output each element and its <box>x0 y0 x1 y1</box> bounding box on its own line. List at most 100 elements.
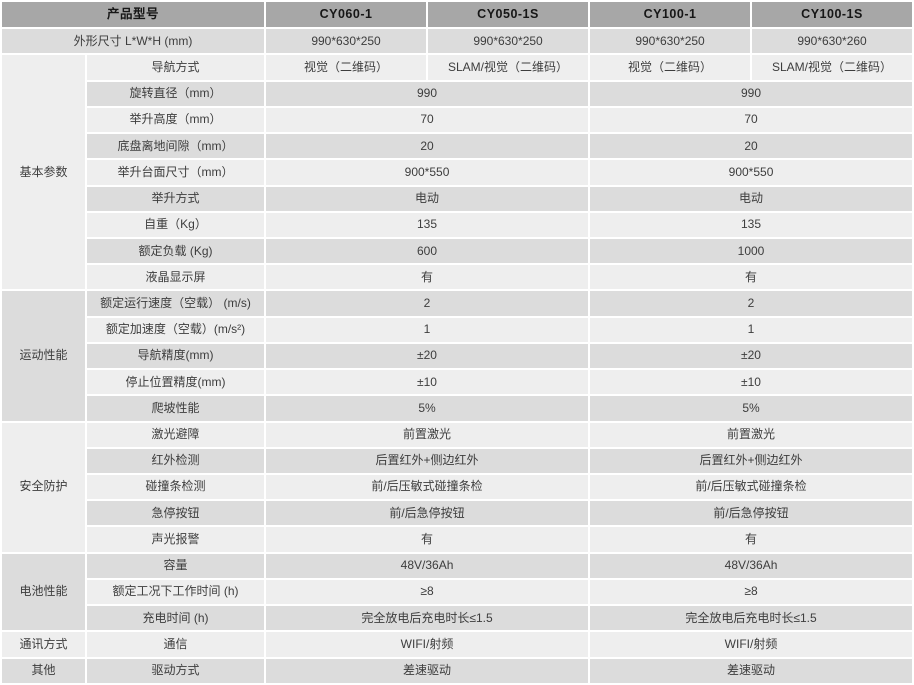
value-cell: 990*630*260 <box>752 29 913 54</box>
param-label-cell: 激光避障 <box>87 422 265 447</box>
value-cell: 电动 <box>590 186 913 211</box>
value-cell: 135 <box>590 212 913 237</box>
value-cell: 20 <box>590 134 913 159</box>
table-row: 旋转直径（mm） 990 990 <box>2 81 913 106</box>
table-row: 急停按钮 前/后急停按钮 前/后急停按钮 <box>2 501 913 526</box>
param-label-cell: 碰撞条检测 <box>87 474 265 500</box>
param-label-cell: 底盘离地间隙（mm） <box>87 134 265 159</box>
value-cell: ±10 <box>266 370 589 395</box>
value-cell: 电动 <box>266 186 589 211</box>
value-cell: 990 <box>590 81 913 106</box>
value-cell: SLAM/视觉（二维码） <box>752 55 913 80</box>
value-cell: 完全放电后充电时长≤1.5 <box>266 606 589 631</box>
table-row: 基本参数 导航方式 视觉（二维码） SLAM/视觉（二维码） 视觉（二维码） S… <box>2 55 913 290</box>
param-label-cell: 旋转直径（mm） <box>87 81 265 106</box>
table-row: 自重（Kg） 135 135 <box>2 212 913 237</box>
value-cell: 135 <box>266 212 589 237</box>
value-cell: 前置激光 <box>266 422 589 447</box>
value-cell: 20 <box>266 134 589 159</box>
param-label-cell: 导航方式 <box>87 55 265 80</box>
value-cell: 前/后急停按钮 <box>590 501 913 526</box>
table-row: 运动性能 额定运行速度（空载） (m/s) 2 2 <box>2 291 913 421</box>
param-label-cell: 容量 <box>87 553 265 578</box>
value-cell: 1000 <box>590 239 913 264</box>
value-cell: 前/后压敏式碰撞条检 <box>590 474 913 500</box>
value-cell: 600 <box>266 239 589 264</box>
value-cell: ±10 <box>590 370 913 395</box>
table-row: 爬坡性能 5% 5% <box>2 396 913 421</box>
value-cell: 990*630*250 <box>266 29 427 54</box>
value-cell: ±20 <box>266 343 589 369</box>
param-label-cell: 额定运行速度（空载） (m/s) <box>87 291 265 316</box>
header-model-cell-cy100-1: CY100-1 <box>590 2 751 28</box>
param-label-cell: 额定工况下工作时间 (h) <box>87 579 265 605</box>
table-row: 通讯方式 通信 WIFI/射频 WIFI/射频 <box>2 632 913 657</box>
value-cell: 有 <box>266 265 589 290</box>
header-product-model-cell: 产品型号 <box>2 2 265 28</box>
table-row: 额定负载 (Kg) 600 1000 <box>2 239 913 264</box>
table-header-row: 产品型号 CY060-1 CY050-1S CY100-1 CY100-1S <box>2 2 913 28</box>
value-cell: 70 <box>590 107 913 133</box>
table-row: 充电时间 (h) 完全放电后充电时长≤1.5 完全放电后充电时长≤1.5 <box>2 606 913 631</box>
value-cell: 有 <box>266 527 589 552</box>
table-row: 其他 驱动方式 差速驱动 差速驱动 <box>2 658 913 683</box>
param-label-cell: 导航精度(mm) <box>87 343 265 369</box>
value-cell: 完全放电后充电时长≤1.5 <box>590 606 913 631</box>
value-cell: 前/后压敏式碰撞条检 <box>266 474 589 500</box>
section-cell-battery-performance: 电池性能 <box>2 553 85 631</box>
table-row: 声光报警 有 有 <box>2 527 913 552</box>
param-label-cell: 额定加速度（空载）(m/s²) <box>87 317 265 342</box>
value-cell: 有 <box>590 265 913 290</box>
value-cell: 视觉（二维码） <box>590 55 751 80</box>
section-cell-basic-params: 基本参数 <box>2 55 85 290</box>
table-row: 停止位置精度(mm) ±10 ±10 <box>2 370 913 395</box>
table-row: 导航精度(mm) ±20 ±20 <box>2 343 913 369</box>
value-cell: WIFI/射频 <box>590 632 913 657</box>
value-cell: 48V/36Ah <box>266 553 589 578</box>
param-label-cell: 外形尺寸 L*W*H (mm) <box>2 29 265 54</box>
header-model-cell-cy100-1s: CY100-1S <box>752 2 913 28</box>
value-cell: 48V/36Ah <box>590 553 913 578</box>
value-cell: 1 <box>590 317 913 342</box>
param-label-cell: 红外检测 <box>87 448 265 473</box>
value-cell: WIFI/射频 <box>266 632 589 657</box>
value-cell: 差速驱动 <box>590 658 913 683</box>
param-label-cell: 液晶显示屏 <box>87 265 265 290</box>
value-cell: 70 <box>266 107 589 133</box>
table-row: 外形尺寸 L*W*H (mm) 990*630*250 990*630*250 … <box>2 29 913 54</box>
table-row: 底盘离地间隙（mm） 20 20 <box>2 134 913 159</box>
value-cell: 前置激光 <box>590 422 913 447</box>
table-row: 举升台面尺寸（mm） 900*550 900*550 <box>2 160 913 185</box>
value-cell: ≥8 <box>590 579 913 605</box>
value-cell: 有 <box>590 527 913 552</box>
value-cell: 5% <box>590 396 913 421</box>
value-cell: 990*630*250 <box>428 29 589 54</box>
param-label-cell: 自重（Kg） <box>87 212 265 237</box>
value-cell: 900*550 <box>266 160 589 185</box>
param-label-cell: 急停按钮 <box>87 501 265 526</box>
param-label-cell: 声光报警 <box>87 527 265 552</box>
header-model-cell-cy060-1: CY060-1 <box>266 2 427 28</box>
param-label-cell: 驱动方式 <box>87 658 265 683</box>
param-label-cell: 举升方式 <box>87 186 265 211</box>
section-cell-other: 其他 <box>2 658 85 683</box>
table-row: 举升高度（mm） 70 70 <box>2 107 913 133</box>
value-cell: 990 <box>266 81 589 106</box>
table-row: 举升方式 电动 电动 <box>2 186 913 211</box>
value-cell: 990*630*250 <box>590 29 751 54</box>
table-row: 电池性能 容量 48V/36Ah 48V/36Ah <box>2 553 913 631</box>
param-label-cell: 爬坡性能 <box>87 396 265 421</box>
value-cell: SLAM/视觉（二维码） <box>428 55 589 80</box>
param-label-cell: 举升台面尺寸（mm） <box>87 160 265 185</box>
value-cell: 2 <box>590 291 913 316</box>
value-cell: 后置红外+侧边红外 <box>590 448 913 473</box>
section-cell-motion-performance: 运动性能 <box>2 291 85 421</box>
value-cell: 900*550 <box>590 160 913 185</box>
table-row: 安全防护 激光避障 前置激光 前置激光 <box>2 422 913 552</box>
value-cell: 前/后急停按钮 <box>266 501 589 526</box>
param-label-cell: 充电时间 (h) <box>87 606 265 631</box>
header-model-cell-cy050-1s: CY050-1S <box>428 2 589 28</box>
value-cell: 后置红外+侧边红外 <box>266 448 589 473</box>
param-label-cell: 停止位置精度(mm) <box>87 370 265 395</box>
